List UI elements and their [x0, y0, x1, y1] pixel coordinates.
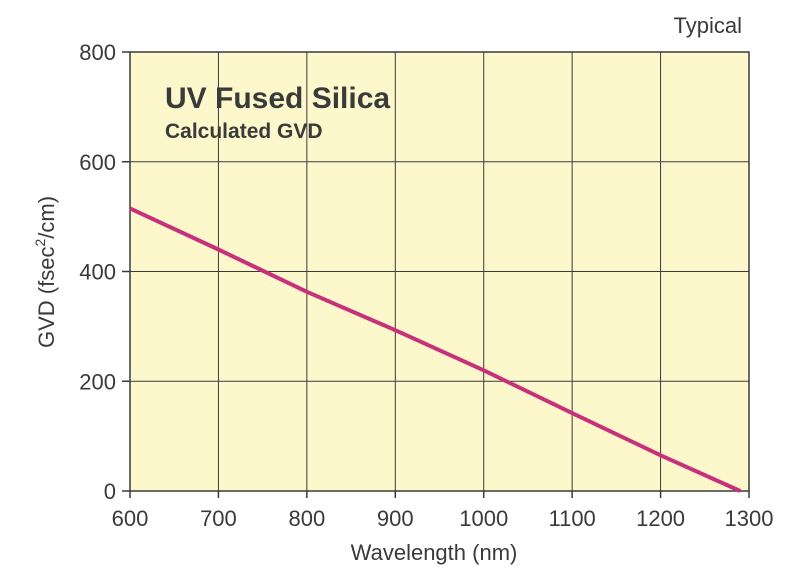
y-axis-label: GVD (fsec2/cm): [32, 196, 59, 348]
x-tick-label: 600: [112, 506, 149, 531]
y-tick-label: 400: [79, 260, 116, 285]
x-tick-label: 900: [377, 506, 414, 531]
y-axis-label-superscript: 2: [32, 239, 48, 247]
y-tick-label: 200: [79, 369, 116, 394]
x-tick-label: 800: [288, 506, 325, 531]
x-tick-label: 1300: [725, 506, 774, 531]
tick-marks: [122, 51, 750, 498]
chart-title: UV Fused Silica: [165, 82, 390, 115]
x-tick-label: 1200: [636, 506, 685, 531]
grid: [130, 52, 749, 491]
y-tick-label: 0: [104, 479, 116, 504]
y-tick-label: 800: [79, 40, 116, 65]
y-axis-label-tail: /cm): [34, 196, 59, 239]
y-tick-label: 600: [79, 150, 116, 175]
x-tick-label: 700: [200, 506, 237, 531]
x-tick-label: 1000: [459, 506, 508, 531]
x-tick-labels: 600 700 800 900 1000 1100 1200 1300: [112, 506, 774, 531]
series-line: [129, 206, 742, 493]
x-axis-label: Wavelength (nm): [351, 540, 518, 565]
typical-note: Typical: [674, 13, 742, 38]
y-tick-labels: 0 200 400 600 800: [79, 40, 116, 504]
chart-subtitle: Calculated GVD: [165, 120, 323, 143]
x-tick-label: 1100: [548, 506, 595, 531]
y-axis-label-main: GVD (fsec: [34, 247, 59, 348]
